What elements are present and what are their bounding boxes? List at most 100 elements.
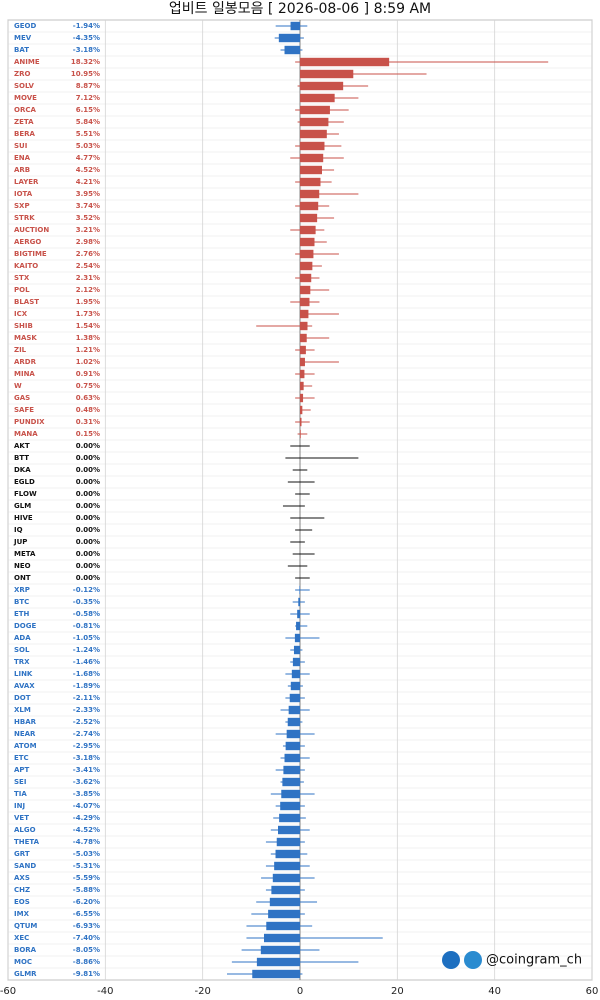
y-tick-label: ICX xyxy=(14,310,28,318)
value-label: -6.93% xyxy=(73,922,100,930)
bar xyxy=(300,237,315,247)
value-label: 0.00% xyxy=(76,538,100,546)
bar xyxy=(269,897,300,907)
value-label: 1.95% xyxy=(76,298,100,306)
value-label: -1.94% xyxy=(73,22,100,30)
value-label: 2.98% xyxy=(76,238,100,246)
value-label: -0.81% xyxy=(73,622,100,630)
value-label: -4.35% xyxy=(73,34,100,42)
value-label: -9.81% xyxy=(73,970,100,978)
bar xyxy=(300,393,304,403)
value-label: -8.86% xyxy=(73,958,100,966)
value-label: 5.03% xyxy=(76,142,100,150)
value-label: 3.52% xyxy=(76,214,100,222)
value-label: 0.63% xyxy=(76,394,100,402)
y-tick-label: QTUM xyxy=(14,922,37,930)
value-label: -1.46% xyxy=(73,658,100,666)
y-tick-label: ETH xyxy=(14,610,30,618)
bar xyxy=(256,957,300,967)
bar xyxy=(300,249,314,259)
bar xyxy=(298,597,300,607)
y-tick-label: STX xyxy=(14,274,30,282)
bar xyxy=(284,753,300,763)
bar xyxy=(300,357,305,367)
bar xyxy=(300,57,390,67)
bar xyxy=(300,345,306,355)
bar xyxy=(294,633,300,643)
bar xyxy=(268,909,300,919)
bar xyxy=(252,969,300,979)
value-label: -0.58% xyxy=(73,610,100,618)
y-tick-label: BLAST xyxy=(14,298,39,306)
watermark-text: @coingram_ch xyxy=(486,953,582,968)
y-tick-label: SUI xyxy=(14,142,27,150)
bar xyxy=(278,33,300,43)
y-tick-label: ADA xyxy=(14,634,31,642)
y-tick-label: ZRO xyxy=(14,70,30,78)
y-tick-label: XLM xyxy=(14,706,31,714)
bar xyxy=(280,801,300,811)
bar xyxy=(300,165,322,175)
y-tick-label: BERA xyxy=(14,130,36,138)
bar xyxy=(275,849,300,859)
bar xyxy=(278,825,300,835)
y-tick-label: SOLV xyxy=(14,82,34,90)
value-label: 0.00% xyxy=(76,502,100,510)
y-tick-label: AKT xyxy=(14,442,30,450)
value-label: -5.31% xyxy=(73,862,100,870)
value-label: 0.00% xyxy=(76,442,100,450)
value-label: 0.15% xyxy=(76,430,100,438)
value-label: 0.75% xyxy=(76,382,100,390)
y-tick-label: TIA xyxy=(14,790,27,798)
value-label: 2.31% xyxy=(76,274,100,282)
y-tick-label: FLOW xyxy=(14,490,37,498)
bar xyxy=(300,117,329,127)
value-label: 7.12% xyxy=(76,94,100,102)
x-tick-label: 60 xyxy=(586,986,599,997)
bar xyxy=(279,813,300,823)
bar xyxy=(274,861,300,871)
y-tick-label: ENA xyxy=(14,154,31,162)
y-tick-label: GEOD xyxy=(14,22,36,30)
bar xyxy=(290,21,300,31)
y-tick-label: ETC xyxy=(14,754,29,762)
bar xyxy=(282,777,300,787)
value-label: -4.52% xyxy=(73,826,100,834)
bar xyxy=(300,81,344,91)
bar xyxy=(300,141,325,151)
bar xyxy=(300,309,309,319)
y-tick-label: APT xyxy=(14,766,30,774)
y-tick-label: DOT xyxy=(14,694,31,702)
value-label: -5.59% xyxy=(73,874,100,882)
y-tick-label: BAT xyxy=(14,46,29,54)
y-tick-label: ARDR xyxy=(14,358,37,366)
y-tick-label: IMX xyxy=(14,910,30,918)
y-tick-label: AUCTION xyxy=(14,226,49,234)
y-tick-label: INJ xyxy=(14,802,25,810)
watermark: @coingram_ch xyxy=(442,951,582,969)
value-label: -1.89% xyxy=(73,682,100,690)
y-tick-label: ATOM xyxy=(14,742,37,750)
value-label: -6.20% xyxy=(73,898,100,906)
value-label: -3.18% xyxy=(73,46,100,54)
y-tick-label: THETA xyxy=(14,838,40,846)
x-tick-label: -40 xyxy=(97,986,113,997)
value-label: -3.41% xyxy=(73,766,100,774)
value-label: 5.84% xyxy=(76,118,100,126)
value-label: -6.55% xyxy=(73,910,100,918)
y-tick-label: DKA xyxy=(14,466,31,474)
y-tick-label: ALGO xyxy=(14,826,36,834)
y-tick-label: W xyxy=(14,382,22,390)
y-tick-label: NEO xyxy=(14,562,31,570)
value-label: 10.95% xyxy=(71,70,100,78)
y-tick-label: NEAR xyxy=(14,730,36,738)
value-label: 0.00% xyxy=(76,574,100,582)
bar xyxy=(260,945,300,955)
value-label: -5.88% xyxy=(73,886,100,894)
value-label: 0.00% xyxy=(76,490,100,498)
value-label: 0.00% xyxy=(76,478,100,486)
y-tick-label: IQ xyxy=(14,526,23,534)
y-tick-label: ANIME xyxy=(14,58,40,66)
value-label: 0.00% xyxy=(76,454,100,462)
